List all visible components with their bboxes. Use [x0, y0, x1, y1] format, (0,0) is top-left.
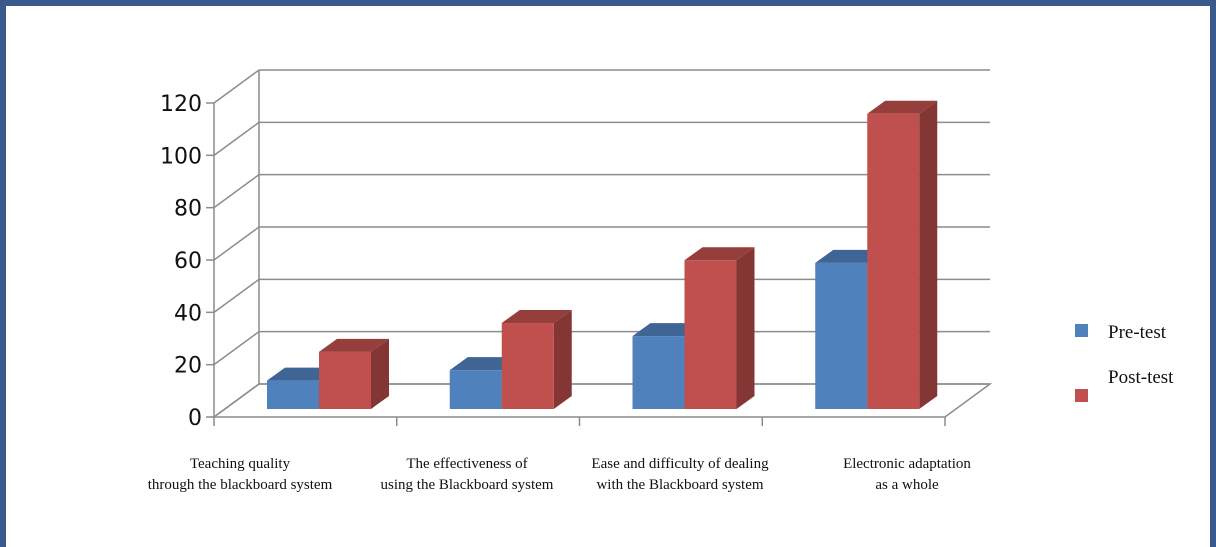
category-label: Electronic adaptation as a whole: [843, 456, 971, 493]
gridline-side: [213, 174, 260, 209]
gridline-side: [213, 383, 260, 418]
category-label: Ease and difficulty of dealing with the B…: [591, 456, 769, 493]
gridline-side: [213, 226, 260, 261]
legend-label: Pre-test: [1108, 322, 1167, 343]
y-tick-label: 80: [174, 197, 202, 222]
y-tick-label: 120: [160, 92, 202, 117]
bar-post-test-3: [867, 100, 938, 409]
legend-item-pre-test: Pre-test: [1075, 322, 1167, 343]
category-labels: Teaching quality through the blackboard s…: [148, 456, 972, 493]
category-label: Teaching quality through the blackboard s…: [148, 456, 333, 493]
bar-post-test-2: [684, 247, 755, 409]
gridline-side: [213, 331, 260, 366]
legend-swatch: [1075, 324, 1088, 337]
legend: Pre-test Post-test: [1075, 322, 1174, 402]
gridline-side: [213, 278, 260, 313]
gridline-side: [213, 121, 260, 156]
y-tick-label: 40: [174, 301, 202, 326]
y-tick-label: 60: [174, 249, 202, 274]
y-tick-label: 100: [160, 144, 202, 169]
bars: [266, 100, 938, 409]
bar-post-test-0: [318, 338, 389, 409]
y-tick-label: 20: [174, 354, 202, 379]
legend-label: Post-test: [1108, 367, 1174, 388]
y-axis-tick-labels: 0 20 40 60 80 100 120: [160, 92, 202, 431]
gridline-side: [213, 69, 260, 104]
legend-item-post-test: Post-test: [1075, 367, 1174, 402]
legend-swatch: [1075, 389, 1088, 402]
y-tick-label: 0: [188, 406, 202, 431]
category-label: The effectiveness of using the Blackboard…: [381, 456, 554, 493]
bar-post-test-1: [501, 310, 572, 409]
